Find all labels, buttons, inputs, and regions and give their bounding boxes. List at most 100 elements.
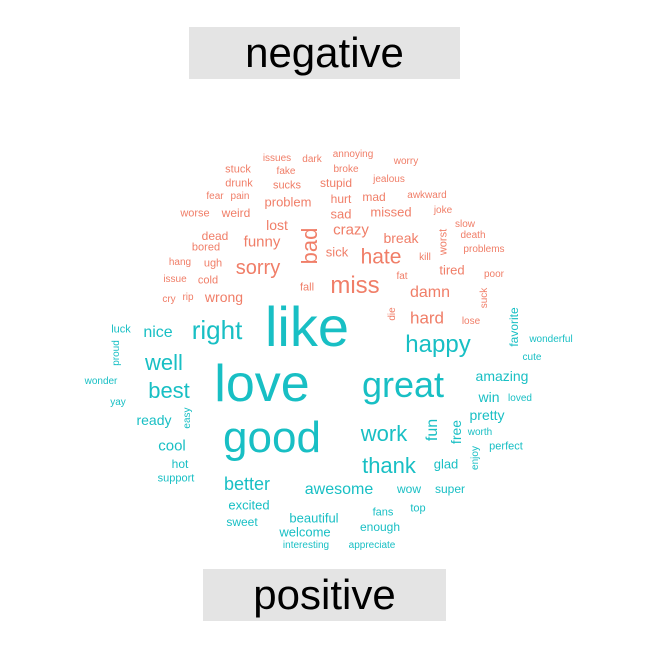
positive-word-interesting: interesting [282, 540, 330, 551]
positive-word-awesome: awesome [304, 481, 374, 498]
positive-word-glad: glad [433, 456, 459, 472]
negative-word-kill: kill [419, 252, 431, 263]
negative-word-lost: lost [266, 217, 288, 233]
negative-word-hate: hate [360, 245, 402, 269]
negative-word-missed: missed [370, 204, 412, 220]
negative-word-damn: damn [409, 284, 451, 301]
negative-word-mad: mad [362, 190, 386, 204]
negative-word-awkward: awkward [407, 190, 447, 201]
positive-word-fun: fun [424, 418, 441, 442]
negative-word-fake: fake [276, 166, 296, 177]
negative-word-sick: sick [325, 244, 349, 260]
positive-word-wonderful: wonderful [529, 334, 573, 345]
negative-word-dead: dead [201, 229, 229, 243]
negative-word-cry: cry [162, 294, 176, 305]
negative-word-fall: fall [299, 281, 315, 294]
negative-word-worry: worry [393, 156, 419, 167]
negative-word-stupid: stupid [319, 176, 353, 190]
negative-word-sucks: sucks [272, 179, 302, 192]
positive-word-thank: thank [362, 453, 416, 478]
positive-word-like: like [264, 295, 350, 358]
positive-word-great: great [361, 364, 445, 405]
negative-word-worst: worst [437, 228, 450, 256]
positive-word-excited: excited [228, 497, 270, 513]
positive-word-enough: enough [359, 520, 401, 534]
positive-word-cool: cool [158, 437, 186, 455]
negative-word-drunk: drunk [225, 177, 253, 190]
positive-word-top: top [410, 502, 426, 515]
negative-word-lose: lose [461, 316, 481, 327]
positive-word-fans: fans [372, 506, 394, 519]
positive-word-win: win [478, 389, 500, 405]
negative-word-dark: dark [302, 154, 322, 165]
positive-word-wonder: wonder [84, 376, 118, 387]
positive-word-free: free [448, 419, 464, 445]
positive-word-better: better [223, 474, 271, 494]
negative-word-issue: issue [163, 274, 187, 285]
negative-word-wrong: wrong [204, 289, 244, 305]
negative-word-slow: slow [454, 219, 476, 230]
positive-word-luck: luck [111, 323, 131, 336]
negative-word-die: die [387, 307, 398, 321]
positive-word-amazing: amazing [475, 368, 529, 384]
negative-word-hurt: hurt [330, 192, 352, 206]
negative-word-hard: hard [409, 308, 445, 328]
negative-word-bad: bad [297, 227, 322, 265]
negative-word-bored: bored [191, 241, 221, 254]
positive-word-beautiful: beautiful [289, 510, 339, 526]
positive-word-loved: loved [508, 393, 532, 404]
negative-word-sorry: sorry [235, 257, 281, 279]
positive-word-right: right [191, 315, 243, 345]
negative-label: negative [189, 27, 460, 79]
negative-word-funny: funny [243, 233, 281, 251]
positive-word-proud: proud [111, 340, 122, 366]
negative-word-hang: hang [168, 257, 192, 268]
positive-word-happy: happy [405, 331, 471, 358]
positive-word-easy: easy [182, 407, 193, 429]
positive-word-hot: hot [171, 457, 189, 471]
positive-word-super: super [434, 482, 466, 496]
positive-word-sweet: sweet [226, 515, 258, 529]
negative-word-stuck: stuck [225, 163, 251, 176]
negative-word-pain: pain [230, 191, 250, 202]
negative-word-crazy: crazy [333, 221, 369, 239]
negative-word-fear: fear [206, 191, 224, 202]
negative-word-worse: worse [180, 207, 210, 220]
negative-word-problem: problem [264, 194, 312, 210]
negative-word-sad: sad [330, 206, 352, 222]
negative-word-miss: miss [330, 272, 380, 299]
positive-word-favorite: favorite [507, 307, 521, 347]
positive-word-nice: nice [143, 324, 173, 341]
positive-word-yay: yay [110, 397, 126, 408]
positive-word-worth: worth [467, 427, 493, 438]
positive-word-ready: ready [136, 412, 172, 428]
negative-word-problems: problems [463, 244, 505, 255]
positive-word-pretty: pretty [469, 407, 505, 423]
negative-word-jealous: jealous [373, 174, 405, 185]
positive-word-appreciate: appreciate [348, 540, 396, 551]
negative-word-joke: joke [433, 205, 453, 216]
negative-word-weird: weird [221, 206, 251, 220]
positive-word-well: well [145, 350, 183, 375]
negative-word-issues: issues [262, 153, 292, 164]
negative-word-break: break [383, 230, 419, 246]
negative-word-annoying: annoying [332, 149, 374, 160]
negative-word-rip: rip [182, 292, 194, 303]
positive-word-enjoy: enjoy [470, 446, 481, 470]
negative-word-ugh: ugh [203, 257, 223, 270]
negative-word-broke: broke [333, 164, 359, 175]
negative-word-cold: cold [197, 274, 219, 287]
positive-word-best: best [148, 378, 190, 403]
positive-label: positive [203, 569, 446, 621]
positive-word-support: support [157, 472, 195, 485]
positive-word-perfect: perfect [489, 440, 523, 453]
negative-word-tired: tired [439, 262, 465, 278]
negative-word-poor: poor [483, 269, 505, 280]
positive-word-love: love [214, 355, 310, 413]
positive-word-cute: cute [522, 352, 542, 363]
positive-word-welcome: welcome [279, 524, 331, 540]
positive-word-work: work [360, 421, 408, 446]
negative-word-suck: suck [479, 287, 490, 309]
negative-word-fat: fat [396, 271, 408, 282]
